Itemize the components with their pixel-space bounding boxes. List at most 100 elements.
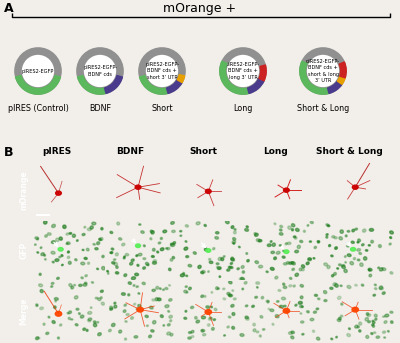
Ellipse shape: [160, 315, 163, 318]
Ellipse shape: [298, 301, 302, 305]
Ellipse shape: [123, 257, 125, 259]
Ellipse shape: [128, 282, 132, 284]
Ellipse shape: [288, 332, 292, 334]
Ellipse shape: [283, 250, 285, 252]
Ellipse shape: [340, 315, 343, 317]
Ellipse shape: [241, 265, 244, 269]
Ellipse shape: [318, 298, 320, 300]
Ellipse shape: [163, 325, 164, 326]
Ellipse shape: [134, 303, 136, 305]
Ellipse shape: [111, 248, 114, 250]
Ellipse shape: [359, 252, 362, 255]
Ellipse shape: [202, 333, 206, 336]
Ellipse shape: [237, 268, 239, 270]
Ellipse shape: [334, 237, 337, 239]
Ellipse shape: [255, 233, 258, 236]
Ellipse shape: [206, 189, 211, 193]
Wedge shape: [300, 61, 329, 94]
Ellipse shape: [186, 275, 188, 276]
Ellipse shape: [63, 225, 66, 228]
Ellipse shape: [160, 237, 162, 239]
Ellipse shape: [208, 317, 212, 320]
Ellipse shape: [355, 284, 357, 286]
Ellipse shape: [365, 318, 368, 321]
Ellipse shape: [362, 244, 364, 246]
Ellipse shape: [288, 226, 291, 229]
Ellipse shape: [110, 308, 113, 310]
Ellipse shape: [218, 267, 221, 269]
Ellipse shape: [111, 252, 113, 254]
Ellipse shape: [324, 263, 328, 266]
Ellipse shape: [272, 243, 275, 246]
Ellipse shape: [290, 277, 292, 280]
Ellipse shape: [352, 307, 358, 312]
Ellipse shape: [39, 273, 41, 275]
Ellipse shape: [125, 253, 129, 256]
Ellipse shape: [146, 325, 148, 327]
Ellipse shape: [180, 235, 182, 236]
Ellipse shape: [82, 249, 84, 251]
Ellipse shape: [242, 271, 244, 273]
Circle shape: [302, 50, 344, 92]
Ellipse shape: [211, 292, 213, 293]
Ellipse shape: [229, 281, 232, 284]
Ellipse shape: [57, 277, 59, 280]
Ellipse shape: [314, 246, 316, 249]
Ellipse shape: [274, 223, 276, 225]
Ellipse shape: [153, 260, 156, 262]
Ellipse shape: [280, 229, 282, 231]
Ellipse shape: [380, 287, 384, 290]
Ellipse shape: [216, 266, 218, 268]
Ellipse shape: [169, 285, 170, 286]
Ellipse shape: [246, 226, 248, 228]
Ellipse shape: [390, 272, 393, 274]
Ellipse shape: [340, 285, 342, 286]
Ellipse shape: [185, 241, 187, 242]
Ellipse shape: [279, 245, 282, 246]
Ellipse shape: [204, 248, 207, 251]
Ellipse shape: [247, 260, 249, 262]
Ellipse shape: [294, 237, 297, 239]
Ellipse shape: [152, 248, 155, 251]
Ellipse shape: [67, 256, 70, 259]
Text: A: A: [4, 2, 14, 15]
Ellipse shape: [84, 226, 86, 228]
Ellipse shape: [54, 306, 56, 309]
Ellipse shape: [368, 269, 370, 271]
Ellipse shape: [108, 273, 109, 274]
Text: Short: Short: [151, 104, 173, 113]
Ellipse shape: [76, 240, 78, 241]
Ellipse shape: [83, 328, 86, 330]
Ellipse shape: [323, 291, 327, 294]
Ellipse shape: [58, 337, 60, 339]
Ellipse shape: [228, 316, 231, 318]
Ellipse shape: [76, 308, 79, 310]
Ellipse shape: [62, 264, 63, 265]
Ellipse shape: [84, 282, 87, 284]
Ellipse shape: [168, 268, 171, 271]
Text: Short & Long: Short & Long: [316, 147, 382, 156]
Ellipse shape: [183, 272, 184, 274]
Ellipse shape: [254, 233, 256, 235]
Ellipse shape: [283, 308, 290, 313]
Wedge shape: [177, 75, 185, 83]
Ellipse shape: [347, 254, 351, 257]
Ellipse shape: [390, 231, 393, 234]
Ellipse shape: [380, 268, 383, 271]
Ellipse shape: [253, 323, 256, 326]
Wedge shape: [220, 61, 249, 94]
Ellipse shape: [289, 262, 292, 264]
Ellipse shape: [216, 287, 218, 289]
Ellipse shape: [375, 318, 377, 320]
Ellipse shape: [227, 326, 229, 328]
Ellipse shape: [150, 306, 153, 309]
Ellipse shape: [141, 231, 144, 233]
Ellipse shape: [209, 261, 213, 263]
Wedge shape: [166, 80, 182, 93]
Ellipse shape: [358, 239, 360, 242]
Ellipse shape: [382, 331, 386, 333]
Ellipse shape: [74, 296, 78, 299]
Ellipse shape: [34, 244, 36, 245]
Ellipse shape: [196, 222, 200, 225]
Ellipse shape: [67, 312, 69, 314]
